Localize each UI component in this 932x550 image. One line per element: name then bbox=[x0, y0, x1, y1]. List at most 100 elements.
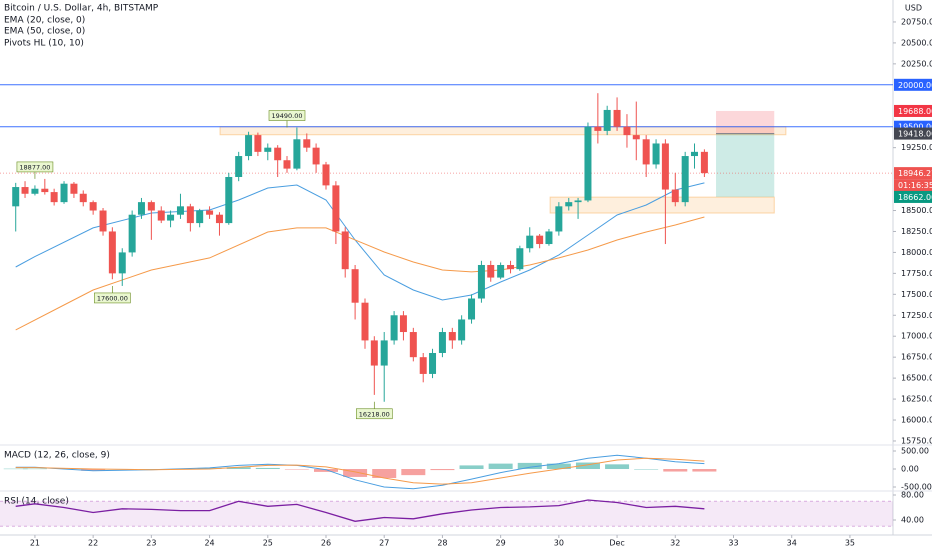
candle-body bbox=[245, 135, 253, 157]
candle-body bbox=[390, 315, 398, 341]
x-tick-label: 26 bbox=[321, 539, 331, 548]
candle-body bbox=[380, 340, 388, 366]
x-tick-label: 25 bbox=[263, 539, 273, 548]
candle-body bbox=[370, 340, 378, 366]
x-tick-label: 30 bbox=[554, 539, 564, 548]
candle-body bbox=[623, 126, 631, 136]
y-tick-label: 17500.00 bbox=[901, 290, 932, 299]
currency-label: USD bbox=[905, 4, 922, 13]
position-risk bbox=[716, 110, 775, 134]
candle-body bbox=[60, 183, 68, 203]
candle-body bbox=[89, 202, 97, 211]
candle-body bbox=[536, 235, 544, 245]
candle-body bbox=[487, 264, 495, 278]
candle-body bbox=[526, 235, 534, 249]
y-tick-label: 16500.00 bbox=[901, 374, 932, 383]
candle-body bbox=[41, 188, 49, 193]
candle-body bbox=[196, 210, 204, 224]
x-tick-label: 23 bbox=[146, 539, 156, 548]
candle-body bbox=[555, 206, 563, 232]
candle-body bbox=[632, 135, 640, 140]
candle-body bbox=[137, 202, 145, 215]
candle-body bbox=[448, 332, 456, 341]
macd-histogram-bar bbox=[197, 467, 222, 470]
x-tick-label: 24 bbox=[204, 539, 214, 548]
y-tick-label: 20250.00 bbox=[901, 59, 932, 68]
price-tag-label: 19500.00 bbox=[898, 123, 932, 132]
candle-body bbox=[254, 135, 262, 152]
y-tick-label: 18000.00 bbox=[901, 248, 932, 257]
candle-body bbox=[409, 332, 417, 358]
macd-histogram-bar bbox=[575, 462, 600, 470]
y-tick-label: 15750.00 bbox=[901, 436, 932, 445]
x-tick-label: 22 bbox=[88, 539, 98, 548]
price-tag-label: 19688.00 bbox=[898, 107, 932, 116]
candle-body bbox=[215, 214, 223, 224]
macd-histogram-bar bbox=[692, 469, 717, 472]
candle-body bbox=[31, 188, 39, 194]
candle-body bbox=[99, 210, 107, 232]
candle-body bbox=[118, 252, 126, 274]
x-tick-label: 21 bbox=[30, 539, 40, 548]
price-tag-label: 18662.00 bbox=[898, 193, 932, 202]
candle-body bbox=[167, 214, 175, 221]
y-tick-label: 80.00 bbox=[901, 491, 924, 500]
macd-histogram-bar bbox=[634, 469, 659, 470]
price-tag bbox=[894, 120, 932, 133]
zone bbox=[219, 126, 787, 136]
x-tick-label: 33 bbox=[728, 539, 738, 548]
macd-histogram-bar bbox=[430, 469, 455, 471]
countdown-tag bbox=[894, 179, 932, 192]
y-tick-label: 16750.00 bbox=[901, 353, 932, 362]
price-tag bbox=[894, 190, 932, 203]
macd-histogram-bar bbox=[313, 469, 338, 472]
candle-body bbox=[603, 109, 611, 131]
y-tick-label: 500.00 bbox=[901, 447, 929, 456]
pivot-box bbox=[268, 110, 306, 121]
candle-body bbox=[681, 156, 689, 203]
rsi-line bbox=[15, 499, 705, 522]
y-tick-label: 17000.00 bbox=[901, 332, 932, 341]
candle-body bbox=[351, 269, 359, 303]
indicator-legend: EMA (20, close, 0) bbox=[4, 16, 85, 26]
countdown-label: 01:16:35 bbox=[898, 181, 932, 190]
candle-body bbox=[50, 192, 58, 203]
pivot-box bbox=[16, 161, 54, 173]
pivot-label: 19490.00 bbox=[271, 112, 302, 120]
macd-histogram-bar bbox=[343, 469, 368, 477]
zone bbox=[549, 196, 775, 214]
candle-body bbox=[70, 183, 78, 194]
candle-body bbox=[147, 202, 155, 211]
candle-body bbox=[507, 264, 515, 270]
pivot-box bbox=[356, 408, 393, 420]
pivot-label: 18877.00 bbox=[19, 163, 50, 171]
macd-histogram-bar bbox=[226, 467, 251, 470]
candle-body bbox=[264, 147, 272, 152]
price-tag-label: 20000.00 bbox=[898, 81, 932, 90]
candle-body bbox=[361, 302, 369, 341]
price-tag-label: 18946.27 bbox=[898, 169, 932, 178]
candle-body bbox=[128, 214, 136, 253]
y-tick-label: 0.00 bbox=[901, 465, 919, 474]
candle-body bbox=[661, 143, 669, 190]
candle-body bbox=[283, 160, 291, 169]
y-tick-label: 40.00 bbox=[901, 516, 924, 525]
x-tick-label: 27 bbox=[379, 539, 389, 548]
y-tick-label: 20750.00 bbox=[901, 17, 932, 26]
candle-body bbox=[652, 143, 660, 165]
candle-body bbox=[303, 139, 311, 148]
price-tag bbox=[894, 104, 932, 117]
candle-body bbox=[594, 126, 602, 131]
candle-body bbox=[332, 185, 340, 232]
position-reward bbox=[716, 133, 775, 197]
candle-body bbox=[700, 151, 708, 174]
candle-body bbox=[419, 357, 427, 374]
y-tick-label: 17250.00 bbox=[901, 311, 932, 320]
pivot-box bbox=[94, 292, 131, 304]
candle-body bbox=[584, 126, 592, 201]
candle-body bbox=[12, 187, 20, 207]
candle-body bbox=[516, 248, 524, 270]
candle-body bbox=[429, 352, 437, 374]
